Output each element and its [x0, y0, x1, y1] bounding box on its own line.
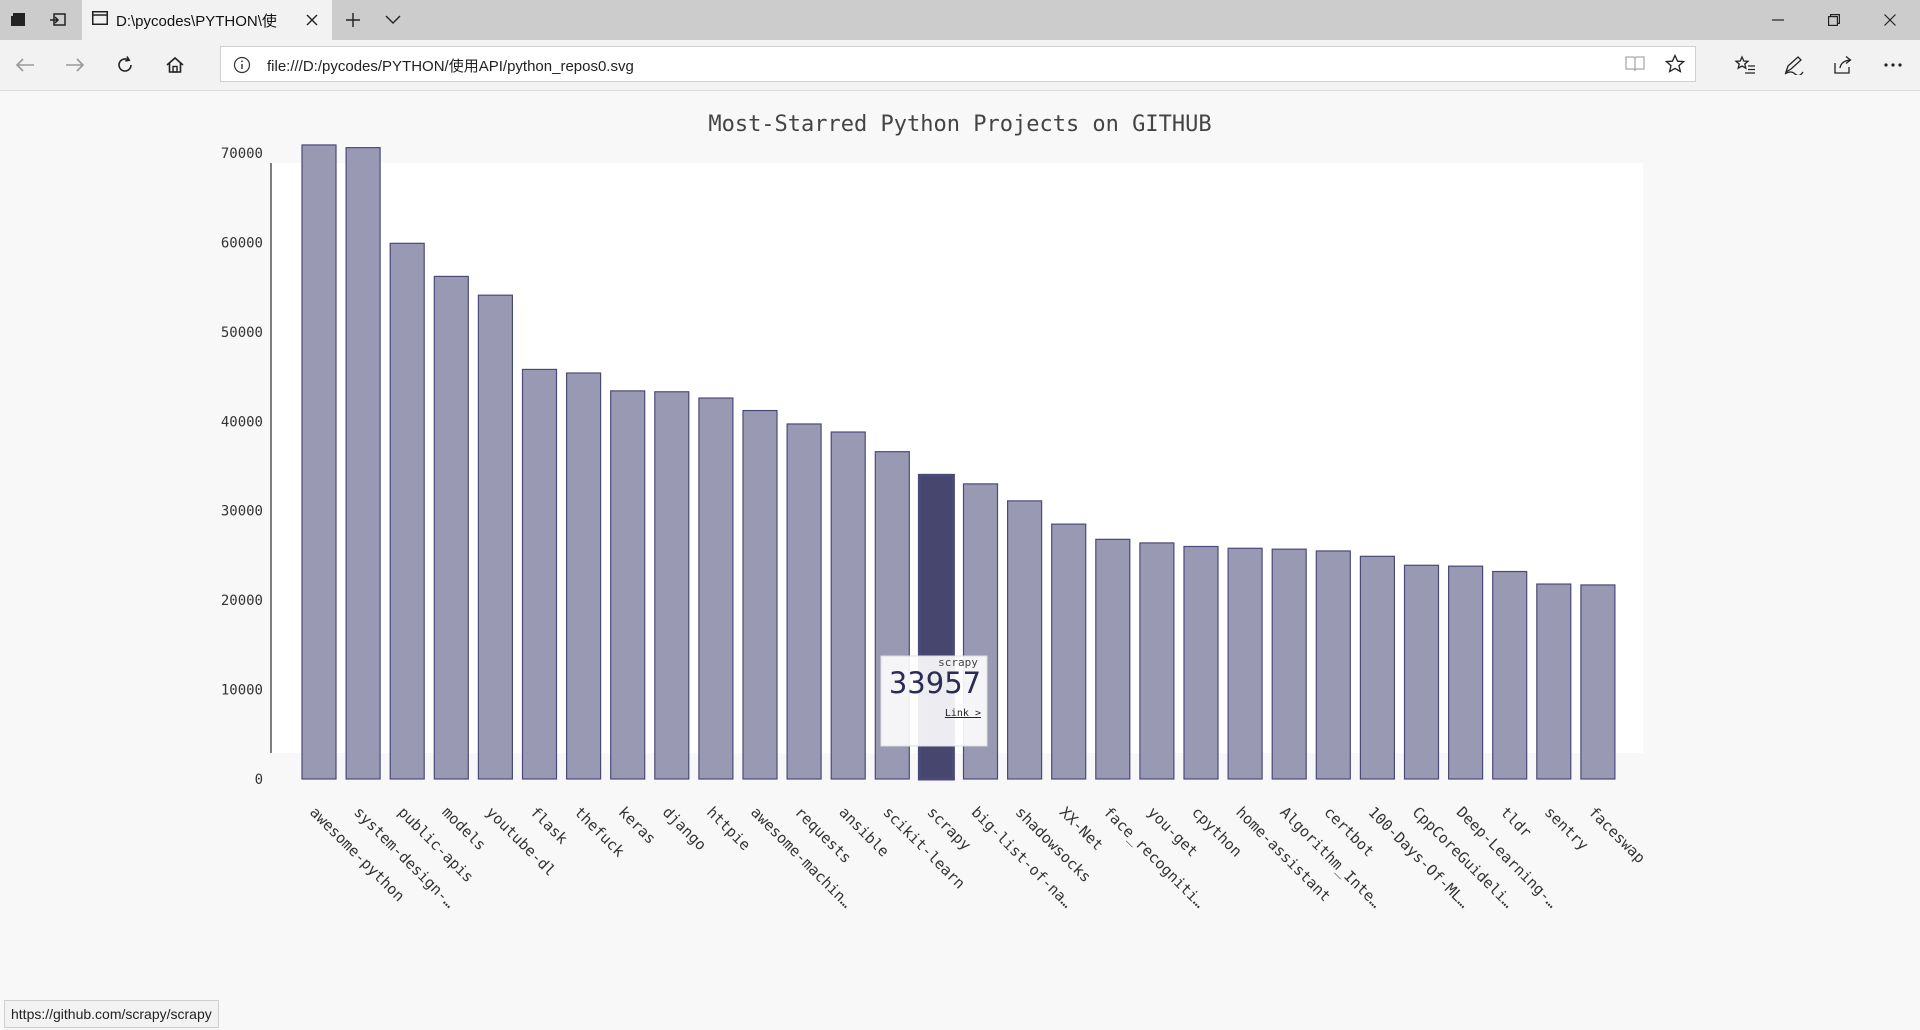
favorite-star-icon[interactable] — [1664, 53, 1686, 79]
tab-title: D:\pycodes\PYTHON\使 — [116, 12, 277, 30]
bar[interactable] — [1403, 564, 1440, 780]
page-icon — [92, 10, 108, 30]
bar[interactable] — [1139, 542, 1175, 780]
tooltip-box — [880, 655, 988, 747]
refresh-icon[interactable] — [108, 48, 142, 82]
y-tick-label: 20000 — [221, 593, 263, 609]
y-tick-label: 60000 — [221, 235, 263, 251]
bar[interactable] — [1447, 565, 1484, 780]
tooltip-value: 33957 — [889, 666, 981, 700]
close-tab-icon[interactable] — [302, 10, 322, 30]
bar[interactable] — [698, 397, 734, 780]
home-icon[interactable] — [158, 48, 192, 82]
chart-title: Most-Starred Python Projects on GITHUB — [708, 112, 1211, 137]
y-tick-label: 0 — [255, 772, 263, 788]
tab-preview-chevron-icon[interactable] — [377, 6, 409, 34]
bar[interactable] — [1315, 550, 1351, 780]
bar[interactable] — [742, 409, 778, 780]
x-tick-label: httpie — [703, 803, 754, 854]
web-note-pen-icon[interactable] — [1777, 48, 1811, 82]
new-tab-icon[interactable] — [337, 6, 369, 34]
browser-toolbar: file:///D:/pycodes/PYTHON/使用API/python_r… — [0, 40, 1920, 91]
reading-view-icon[interactable] — [1625, 55, 1645, 78]
bar[interactable] — [1095, 538, 1131, 780]
bar[interactable] — [1006, 500, 1043, 780]
y-tick-label: 40000 — [221, 414, 263, 430]
back-icon[interactable] — [8, 48, 42, 82]
more-options-icon[interactable] — [1876, 48, 1910, 82]
tooltip-link[interactable]: Link > — [945, 708, 981, 719]
bar[interactable] — [1492, 570, 1528, 780]
bar[interactable] — [565, 372, 602, 780]
forward-icon[interactable] — [58, 48, 92, 82]
bar[interactable] — [786, 423, 822, 780]
bar[interactable] — [433, 275, 469, 780]
y-tick-label: 50000 — [221, 325, 263, 341]
tab-manager-icon[interactable] — [2, 6, 34, 34]
bar[interactable] — [654, 391, 690, 780]
x-tick-label: scikit-learn — [879, 803, 968, 892]
bars-group — [301, 144, 1616, 781]
restore-icon[interactable] — [1806, 0, 1862, 40]
x-tick-label: django — [659, 803, 710, 854]
url-text: file:///D:/pycodes/PYTHON/使用API/python_r… — [267, 58, 634, 75]
x-axis-labels: awesome-pythonsystem-design-…public-apis… — [306, 803, 1649, 912]
bar[interactable] — [830, 431, 866, 780]
bar[interactable] — [389, 242, 425, 780]
y-tick-label: 10000 — [221, 683, 263, 699]
x-tick-label: tldr — [1497, 803, 1535, 841]
bar[interactable] — [1227, 547, 1263, 780]
bar-tooltip: scrapy 33957 Link > — [880, 655, 988, 747]
info-icon[interactable] — [233, 56, 251, 79]
status-bar-url: https://github.com/scrapy/scrapy — [4, 1000, 219, 1028]
address-bar[interactable]: file:///D:/pycodes/PYTHON/使用API/python_r… — [220, 46, 1696, 82]
page-content: Most-Starred Python Projects on GITHUB 0… — [0, 91, 1920, 1030]
bar[interactable] — [1051, 523, 1087, 780]
y-tick-label: 30000 — [221, 504, 263, 520]
bar[interactable] — [301, 144, 337, 780]
tab-bar: D:\pycodes\PYTHON\使 — [0, 0, 1920, 40]
share-icon[interactable] — [1826, 48, 1860, 82]
bar[interactable] — [610, 390, 646, 780]
bar[interactable] — [1271, 548, 1307, 780]
bar[interactable] — [345, 147, 381, 780]
bar-chart: Most-Starred Python Projects on GITHUB 0… — [221, 112, 1649, 912]
browser-tab[interactable]: D:\pycodes\PYTHON\使 — [82, 0, 332, 40]
bar[interactable] — [1580, 584, 1616, 780]
bar[interactable] — [1359, 555, 1396, 780]
x-tick-label: faceswap — [1585, 803, 1649, 867]
bar[interactable] — [1536, 583, 1572, 780]
y-axis-ticks: 0 10000 20000 30000 40000 50000 60000 70000 — [221, 146, 263, 788]
set-aside-tabs-icon[interactable] — [42, 6, 74, 34]
x-tick-label: sentry — [1541, 803, 1592, 854]
tooltip-label: scrapy — [938, 656, 978, 669]
bar[interactable] — [521, 368, 558, 780]
bar[interactable] — [1183, 545, 1219, 780]
bar[interactable] — [477, 294, 513, 780]
close-window-icon[interactable] — [1862, 0, 1918, 40]
minimize-icon[interactable] — [1750, 0, 1806, 40]
y-tick-label: 70000 — [221, 146, 263, 162]
favorites-hub-icon[interactable] — [1728, 48, 1762, 82]
